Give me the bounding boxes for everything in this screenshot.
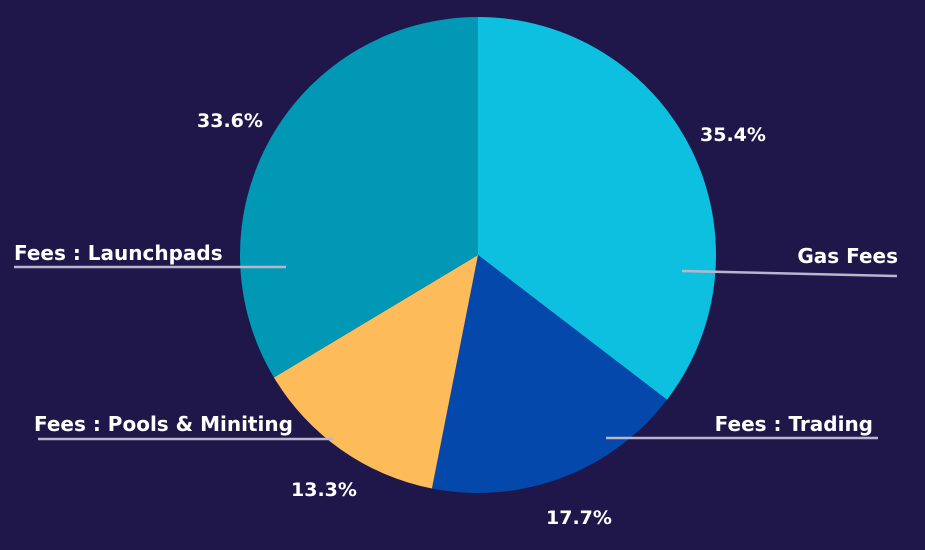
leader-line-gas-fees bbox=[681, 269, 898, 278]
pie-slice-fees-trading bbox=[431, 255, 667, 493]
category-label-fees-launchpads: Fees : Launchpads bbox=[14, 241, 223, 265]
pie-slices bbox=[239, 16, 717, 493]
labels: 35.4% 17.7% 13.3% 33.6% Gas Fees Fees : … bbox=[14, 110, 898, 529]
category-label-gas-fees: Gas Fees bbox=[797, 244, 898, 268]
slice-value-label-gas-fees: 35.4% bbox=[700, 124, 766, 146]
slice-value-label-fees-trading: 17.7% bbox=[546, 507, 612, 529]
leader-lines bbox=[14, 265, 898, 441]
pie-slice-gas-fees bbox=[478, 17, 717, 400]
category-label-fees-pools: Fees : Pools & Miniting bbox=[34, 412, 293, 436]
category-label-fees-trading: Fees : Trading bbox=[715, 412, 873, 436]
pie-slice-fees-pools-miniting bbox=[273, 255, 478, 489]
pie-slice-fees-launchpads bbox=[239, 16, 478, 378]
slice-value-label-fees-pools: 13.3% bbox=[291, 479, 357, 501]
slice-value-label-fees-launchpads: 33.6% bbox=[197, 110, 263, 132]
